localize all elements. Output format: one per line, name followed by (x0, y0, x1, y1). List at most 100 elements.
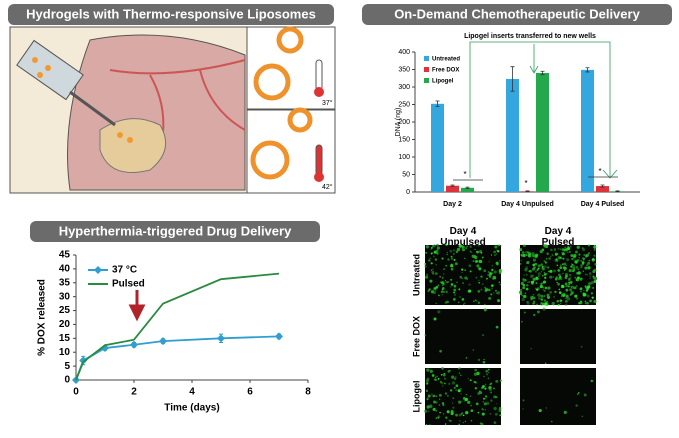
cell (525, 287, 529, 291)
cell (575, 250, 578, 254)
bar (536, 73, 549, 192)
cell (433, 317, 437, 321)
cell (582, 259, 585, 261)
column-header: Day 4 Unpulsed (440, 226, 486, 248)
point (159, 337, 167, 346)
cell (568, 269, 572, 273)
cell (557, 256, 561, 260)
cell (454, 262, 458, 266)
cell (444, 301, 447, 304)
cell (464, 247, 468, 250)
cell (493, 395, 497, 399)
cell (424, 334, 427, 337)
cell (477, 289, 481, 293)
cell (452, 406, 455, 409)
cell (478, 267, 482, 271)
legend-swatch (424, 67, 429, 72)
cell (536, 287, 540, 291)
cell (586, 264, 588, 266)
cell (451, 257, 453, 260)
cell (436, 249, 439, 252)
cell (490, 293, 493, 296)
cell (567, 246, 571, 251)
cell (432, 394, 436, 398)
cell (492, 275, 496, 279)
cell (566, 297, 571, 301)
cell (580, 259, 583, 262)
cell (531, 282, 534, 285)
cell (527, 301, 529, 303)
cell (442, 413, 445, 415)
cell (540, 294, 544, 298)
cell (570, 265, 573, 268)
y-tick-label: 100 (398, 154, 410, 161)
cell (469, 270, 472, 273)
cell (537, 264, 541, 268)
cell (476, 264, 480, 268)
cell (564, 282, 568, 286)
cell (586, 285, 591, 289)
legend-label: Pulsed (112, 279, 145, 290)
y-tick-label: 400 (398, 49, 410, 56)
cell (543, 299, 546, 302)
micrograph (520, 309, 596, 364)
cell (542, 288, 544, 291)
row-label: Untreated (411, 254, 421, 296)
cell (527, 254, 532, 258)
cell (587, 261, 591, 265)
banner (362, 4, 672, 25)
cell (469, 250, 472, 253)
cell (425, 275, 429, 279)
cell (451, 402, 454, 404)
cell (528, 280, 531, 284)
cell (473, 372, 478, 376)
x-tick-label: 4 (189, 387, 195, 398)
thermometer (315, 59, 323, 91)
cell (540, 270, 543, 273)
cell (446, 253, 448, 256)
cell (533, 296, 536, 299)
cell (464, 269, 466, 272)
cell (474, 244, 476, 247)
cell (466, 245, 469, 248)
cell (522, 278, 526, 282)
cell (537, 293, 541, 297)
x-tick-label: Day 2 (443, 201, 462, 208)
row-label: Free DOX (411, 316, 421, 357)
significance-marker: * (598, 167, 601, 176)
legend-swatch (424, 56, 429, 61)
cell (520, 259, 523, 262)
cell (573, 291, 575, 293)
cell (426, 398, 429, 401)
cell (591, 296, 594, 299)
y-tick-label: 40 (59, 264, 71, 275)
cell (551, 420, 553, 423)
cell (484, 286, 486, 289)
banner (8, 4, 334, 25)
cell (562, 257, 565, 260)
chart-title: Hyperthermia-triggered Drug Delivery (59, 223, 292, 238)
cell (467, 400, 471, 404)
y-tick-label: 20 (59, 319, 71, 330)
cell (494, 412, 498, 416)
cell (461, 268, 464, 271)
cell (518, 290, 523, 294)
cell (529, 269, 532, 273)
cell (467, 377, 469, 380)
cell (559, 299, 563, 302)
cell (546, 293, 550, 297)
cell (437, 377, 440, 380)
cell (542, 275, 544, 277)
y-tick-label: 250 (398, 101, 410, 108)
cell (431, 252, 433, 254)
cell (431, 393, 433, 395)
cell (522, 286, 526, 290)
cell (429, 257, 432, 260)
bar (506, 78, 519, 192)
cell (460, 393, 462, 395)
cell (546, 295, 551, 299)
cell (453, 386, 456, 389)
cell (559, 248, 562, 250)
cell (588, 281, 592, 286)
cell (587, 244, 590, 247)
